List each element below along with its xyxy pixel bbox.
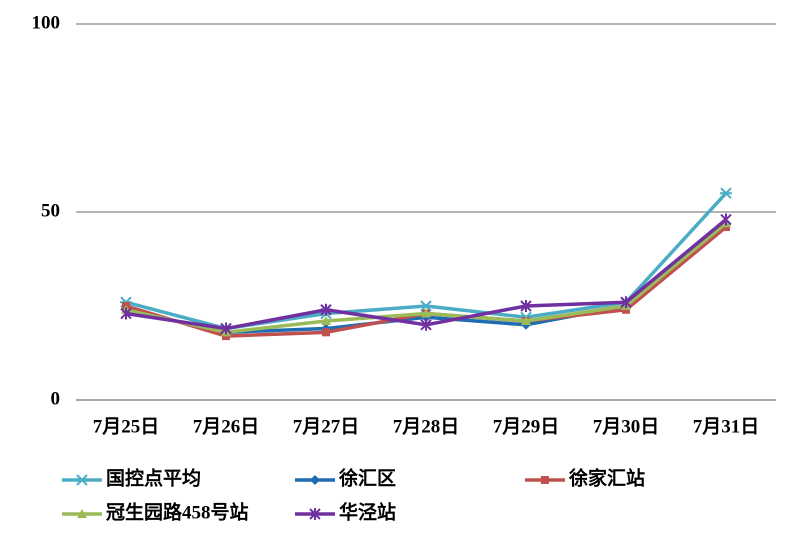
marker-shape [76,474,88,486]
y-tick-label: 0 [51,388,61,409]
data-point [420,300,432,312]
series-line [125,192,728,331]
legend-marker [309,508,321,520]
legend-marker [77,509,87,518]
data-point [720,187,732,199]
data-point [220,322,232,335]
marker-shape [720,213,732,226]
data-point [120,307,132,320]
legend-label: 华泾站 [339,500,396,523]
marker-shape [77,509,87,518]
data-point [420,318,432,331]
y-tick-label: 100 [32,12,61,33]
legend-label: 冠生园路458号站 [106,500,249,523]
x-tick-label: 7月26日 [193,416,260,437]
marker-shape [310,475,320,485]
x-tick-label: 7月31日 [693,416,760,437]
marker-shape [322,328,330,337]
marker-shape [321,316,331,326]
data-point [421,308,431,318]
data-point [521,316,531,326]
marker-shape [521,316,531,326]
marker-shape [520,300,532,312]
marker-shape [420,300,432,312]
legend-marker [76,474,88,486]
data-point [320,303,332,316]
x-tick-label: 7月29日 [493,416,560,437]
x-tick-label: 7月25日 [93,416,160,437]
legend-marker [310,475,320,485]
marker-shape [421,308,431,318]
marker-shape [220,322,232,335]
legend-marker [541,476,549,484]
marker-shape [720,187,732,199]
y-tick-label: 50 [41,200,60,221]
data-point [322,328,330,337]
marker-shape [620,296,632,309]
data-point [520,300,532,312]
data-point [620,296,632,309]
legend-label: 国控点平均 [106,466,201,489]
marker-shape [541,476,549,484]
legend-label: 徐家汇站 [568,466,645,489]
marker-shape [120,307,132,320]
x-tick-label: 7月30日 [593,416,660,437]
marker-shape [420,318,432,331]
legend-label: 徐汇区 [338,466,396,489]
x-tick-label: 7月27日 [293,416,360,437]
data-point [720,213,732,226]
marker-shape [320,303,332,316]
marker-shape [309,508,321,520]
x-tick-label: 7月28日 [393,416,460,437]
data-point [321,316,331,326]
